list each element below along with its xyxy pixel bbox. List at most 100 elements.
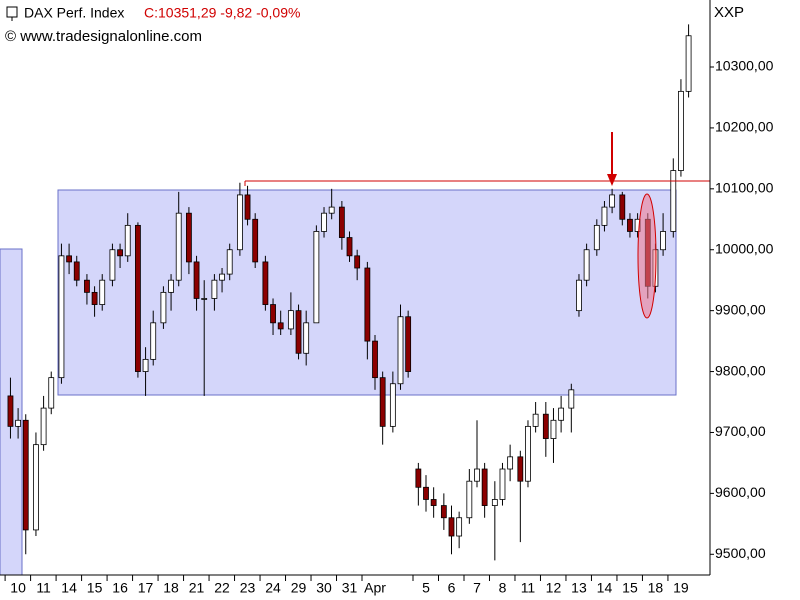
x-tick-label: 22	[214, 580, 230, 596]
x-tick-label: 16	[112, 580, 128, 596]
candle-body	[226, 249, 233, 275]
candle-body	[491, 499, 498, 506]
candle-body	[186, 212, 192, 263]
candle-body	[313, 231, 320, 324]
y-tick-label: 9500,00	[715, 545, 766, 561]
candle-body	[568, 389, 575, 409]
candle-body	[430, 499, 437, 506]
candle-body	[244, 194, 251, 220]
quote: C:10351,29 -9,82 -0,09%	[144, 5, 300, 21]
candle-body	[685, 35, 692, 92]
candle-body	[124, 224, 131, 257]
candle-body	[678, 90, 684, 171]
candle-body	[7, 395, 14, 427]
candle-body	[507, 456, 514, 470]
arrow-head	[607, 174, 617, 186]
candle-body	[236, 194, 243, 251]
candle-body	[252, 218, 259, 263]
y-tick-label: 9700,00	[715, 423, 766, 439]
candle-body	[499, 468, 506, 500]
candle-body	[517, 456, 524, 482]
candle-body	[609, 194, 616, 208]
x-tick-label: 18	[648, 580, 664, 596]
candle-body	[117, 249, 123, 257]
candle-body	[66, 255, 72, 263]
candle-body	[84, 279, 90, 293]
candle-body	[219, 273, 225, 281]
candle-body	[328, 206, 335, 214]
header-icon	[6, 6, 18, 18]
candle-body	[135, 224, 141, 372]
candle-body	[277, 322, 284, 330]
candle-body	[91, 291, 98, 305]
candle-body	[175, 212, 182, 281]
x-tick-label: 10	[10, 580, 26, 596]
y-tick-label: 9600,00	[715, 484, 766, 500]
candle-body	[397, 316, 404, 385]
candle-body	[58, 255, 65, 379]
highlight-ellipse	[637, 193, 657, 319]
x-tick-label: 6	[448, 580, 456, 596]
chart-title: DAX Perf. Index	[24, 5, 124, 21]
candle-body	[627, 218, 633, 232]
x-tick-label: 30	[316, 580, 332, 596]
candle-body	[532, 413, 539, 427]
x-tick-label: 23	[240, 580, 256, 596]
candle-body	[481, 468, 488, 506]
candle-body	[558, 407, 565, 421]
candle-body	[168, 279, 174, 293]
y-axis-title: XXP	[714, 4, 744, 21]
candle-body	[15, 419, 22, 427]
candle-body	[48, 377, 55, 409]
candle-body	[150, 322, 157, 360]
candle-body	[601, 206, 608, 226]
candle-body	[405, 316, 412, 372]
x-tick-label: 15	[87, 580, 103, 596]
candle-body	[389, 383, 396, 427]
candle-body	[262, 261, 269, 305]
x-tick-label: 5	[422, 580, 430, 596]
x-tick-label: 7	[473, 580, 481, 596]
candle-body	[142, 358, 149, 372]
candle-body	[456, 517, 463, 537]
x-tick-label: 21	[189, 580, 205, 596]
x-tick-label: 24	[265, 580, 281, 596]
y-tick-label: 10000,00	[715, 240, 774, 256]
x-tick-label: 12	[546, 580, 562, 596]
y-tick-label: 10300,00	[715, 58, 774, 74]
candle-body	[193, 261, 200, 299]
y-tick-label: 9800,00	[715, 362, 766, 378]
candle-body	[542, 413, 549, 439]
y-tick-label: 10200,00	[715, 119, 774, 135]
candle-body	[321, 212, 327, 232]
candle-body	[22, 419, 29, 531]
candle-body	[576, 279, 582, 312]
x-tick-label: 31	[342, 580, 358, 596]
candle-body	[73, 261, 80, 281]
x-tick-label: Apr	[364, 580, 386, 596]
candle-body	[440, 505, 447, 519]
source: © www.tradesignalonline.com	[5, 28, 202, 45]
candle-body	[211, 279, 218, 299]
candle-body	[593, 224, 600, 251]
candle-body	[346, 237, 353, 257]
candle-body	[466, 480, 473, 519]
candle-body	[287, 310, 294, 330]
candle-body	[415, 468, 422, 488]
candle-body	[295, 310, 302, 354]
candle-body	[670, 170, 677, 232]
candle-body	[201, 298, 208, 300]
candle-body	[364, 267, 371, 342]
x-tick-label: 14	[61, 580, 77, 596]
candle-body	[583, 249, 590, 281]
candle-body	[525, 425, 531, 482]
candle-body	[109, 249, 116, 281]
x-tick-label: 8	[499, 580, 507, 596]
y-tick-label: 10100,00	[715, 180, 774, 196]
candle-body	[40, 407, 47, 446]
x-tick-label: 29	[291, 580, 307, 596]
candle-body	[160, 291, 167, 324]
candle-body	[423, 486, 429, 500]
candle-body	[448, 517, 455, 537]
